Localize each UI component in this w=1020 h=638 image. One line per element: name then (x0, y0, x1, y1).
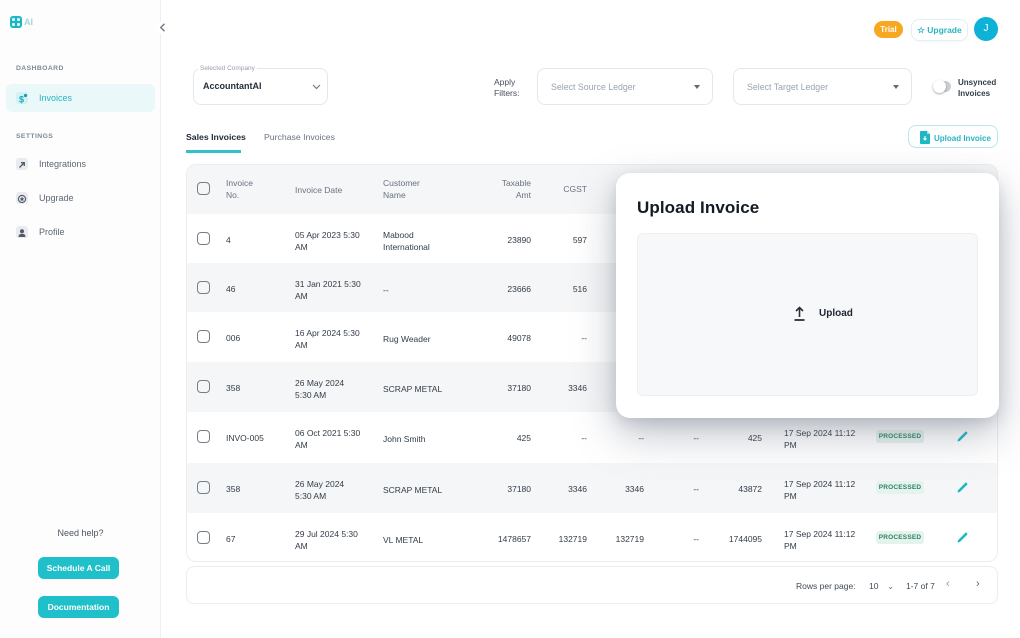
svg-text:$: $ (19, 95, 24, 105)
